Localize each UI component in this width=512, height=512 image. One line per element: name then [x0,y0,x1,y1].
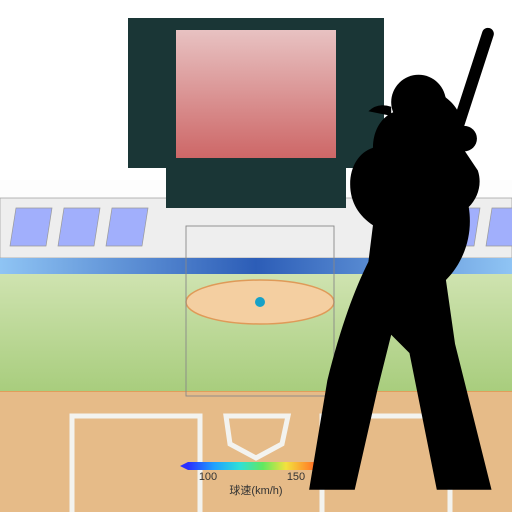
bleacher-window [10,208,52,246]
speed-legend-tick: 150 [287,471,305,483]
pitch-location-diagram: 100 150 球速(km/h) [0,0,512,512]
scene-svg: 100 150 球速(km/h) [0,0,512,512]
scoreboard-screen [176,30,336,158]
scoreboard-leg [166,168,346,208]
speed-legend-label: 球速(km/h) [229,483,282,497]
bleacher-window [58,208,100,246]
bleacher-window [106,208,148,246]
speed-legend-tick: 100 [199,471,217,483]
pitch-marker [255,297,265,307]
speed-legend-bar [188,462,332,470]
